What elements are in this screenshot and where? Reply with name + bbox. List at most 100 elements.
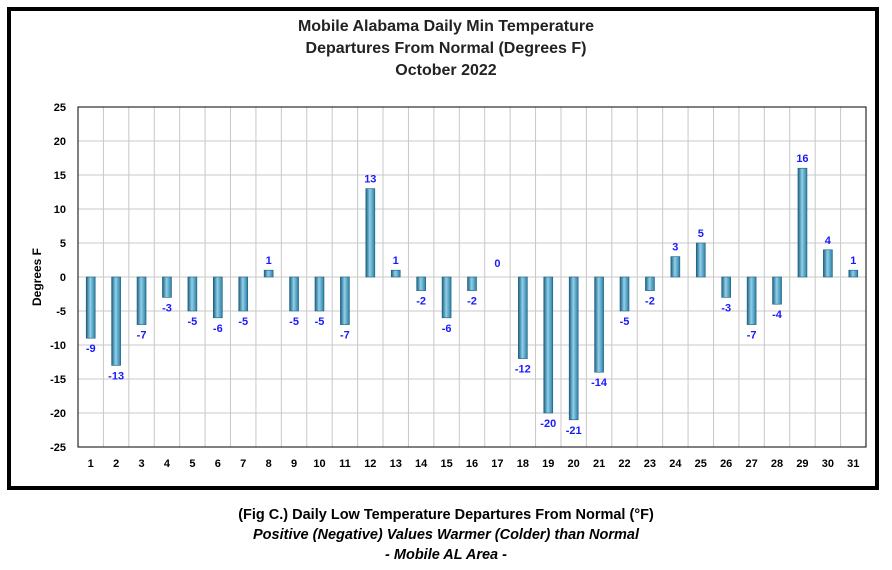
y-tick-label: 20 <box>54 136 66 148</box>
bar <box>619 276 630 312</box>
data-label: -13 <box>108 370 124 382</box>
data-label: -14 <box>591 377 608 389</box>
x-tick-label: 8 <box>266 458 272 470</box>
data-label: -3 <box>162 302 172 314</box>
bar <box>594 276 604 373</box>
bar <box>568 276 579 421</box>
x-tick-label: 13 <box>390 458 402 470</box>
x-tick-label: 24 <box>669 458 682 470</box>
bar <box>797 167 808 278</box>
data-label: -2 <box>416 296 426 308</box>
x-tick-label: 15 <box>440 458 452 470</box>
x-tick-label: 4 <box>164 458 171 470</box>
x-tick-label: 2 <box>113 458 119 470</box>
caption-line-1: (Fig C.) Daily Low Temperature Departure… <box>238 507 654 523</box>
x-tick-label: 25 <box>695 458 707 470</box>
data-label: -5 <box>238 316 248 328</box>
x-tick-label: 17 <box>491 458 503 470</box>
bar <box>390 269 401 278</box>
bar <box>85 276 96 339</box>
bars <box>85 167 859 421</box>
caption-line-3: - Mobile AL Area - <box>385 547 507 563</box>
data-label: 13 <box>364 174 376 186</box>
x-tick-label: 14 <box>415 458 428 470</box>
data-label: -20 <box>540 418 556 430</box>
data-label: 1 <box>266 255 272 267</box>
x-tick-label: 11 <box>339 458 351 470</box>
y-tick-labels: 25 20 15 10 5 0 -5 -10 -15 -20 -25 <box>50 102 66 454</box>
data-label: -5 <box>315 316 325 328</box>
x-tick-label: 18 <box>517 458 529 470</box>
y-tick-label: -25 <box>50 442 66 454</box>
x-tick-label: 28 <box>771 458 783 470</box>
data-label: -7 <box>747 330 757 342</box>
x-tick-label: 16 <box>466 458 478 470</box>
bar <box>721 276 731 298</box>
x-tick-label: 20 <box>568 458 580 470</box>
bar <box>823 249 833 278</box>
chart-title: Mobile Alabama Daily Min Temperature Dep… <box>0 16 892 82</box>
y-tick-label: 15 <box>54 170 66 182</box>
data-label: -5 <box>620 316 630 328</box>
data-label: -12 <box>515 364 531 376</box>
bar <box>289 276 299 312</box>
bar <box>772 276 782 305</box>
x-tick-label: 7 <box>240 458 246 470</box>
y-tick-label: -10 <box>50 340 66 352</box>
data-label: -2 <box>645 296 655 308</box>
data-label: 4 <box>825 235 832 247</box>
x-tick-label: 9 <box>291 458 297 470</box>
x-tick-label: 6 <box>215 458 221 470</box>
y-tick-label: 0 <box>60 272 66 284</box>
data-label: -6 <box>213 323 223 335</box>
bar <box>263 269 274 278</box>
bar <box>213 276 223 319</box>
data-label: -5 <box>289 316 299 328</box>
bar <box>695 242 706 278</box>
x-tick-label: 26 <box>720 458 732 470</box>
x-tick-label: 3 <box>138 458 144 470</box>
bar <box>187 276 198 312</box>
y-tick-label: 5 <box>60 238 66 250</box>
x-tick-label: 21 <box>593 458 605 470</box>
bar <box>441 276 452 319</box>
data-label: -2 <box>467 296 477 308</box>
x-tick-label: 12 <box>364 458 376 470</box>
data-label: -6 <box>442 323 452 335</box>
bar <box>238 276 249 312</box>
x-tick-labels: 1 2 3 4 5 6 7 8 9 10 11 12 13 14 15 16 17 18 19 20 21 22 23 24 2… <box>88 458 860 470</box>
chart-title-line-1: Mobile Alabama Daily Min Temperature <box>297 18 595 35</box>
x-tick-label: 29 <box>796 458 808 470</box>
data-label: -5 <box>187 316 197 328</box>
x-tick-label: 27 <box>745 458 757 470</box>
data-label: -7 <box>340 330 350 342</box>
bar <box>340 276 350 325</box>
data-label: -7 <box>137 330 147 342</box>
chart-frame <box>7 7 879 490</box>
bar <box>467 276 477 291</box>
x-tick-label: 23 <box>644 458 656 470</box>
x-tick-label: 5 <box>189 458 195 470</box>
y-axis-label: Degrees F <box>30 248 44 306</box>
x-tick-label: 1 <box>88 458 94 470</box>
data-label: 16 <box>796 153 808 165</box>
data-label: -3 <box>721 302 731 314</box>
data-label: -9 <box>86 343 96 355</box>
y-tick-label: 25 <box>54 102 66 114</box>
data-label: 5 <box>698 228 704 240</box>
bar <box>314 276 325 312</box>
data-label: 3 <box>672 242 678 254</box>
bar <box>365 188 376 278</box>
data-label: 0 <box>494 258 500 270</box>
data-label: 1 <box>850 255 856 267</box>
data-label: 1 <box>393 255 399 267</box>
data-label: -4 <box>772 309 783 321</box>
bar <box>848 269 859 278</box>
bar <box>111 276 121 366</box>
bar <box>416 276 426 291</box>
x-tick-label: 22 <box>618 458 630 470</box>
x-tick-label: 31 <box>847 458 859 470</box>
x-tick-label: 19 <box>542 458 554 470</box>
data-label: -21 <box>566 425 582 437</box>
